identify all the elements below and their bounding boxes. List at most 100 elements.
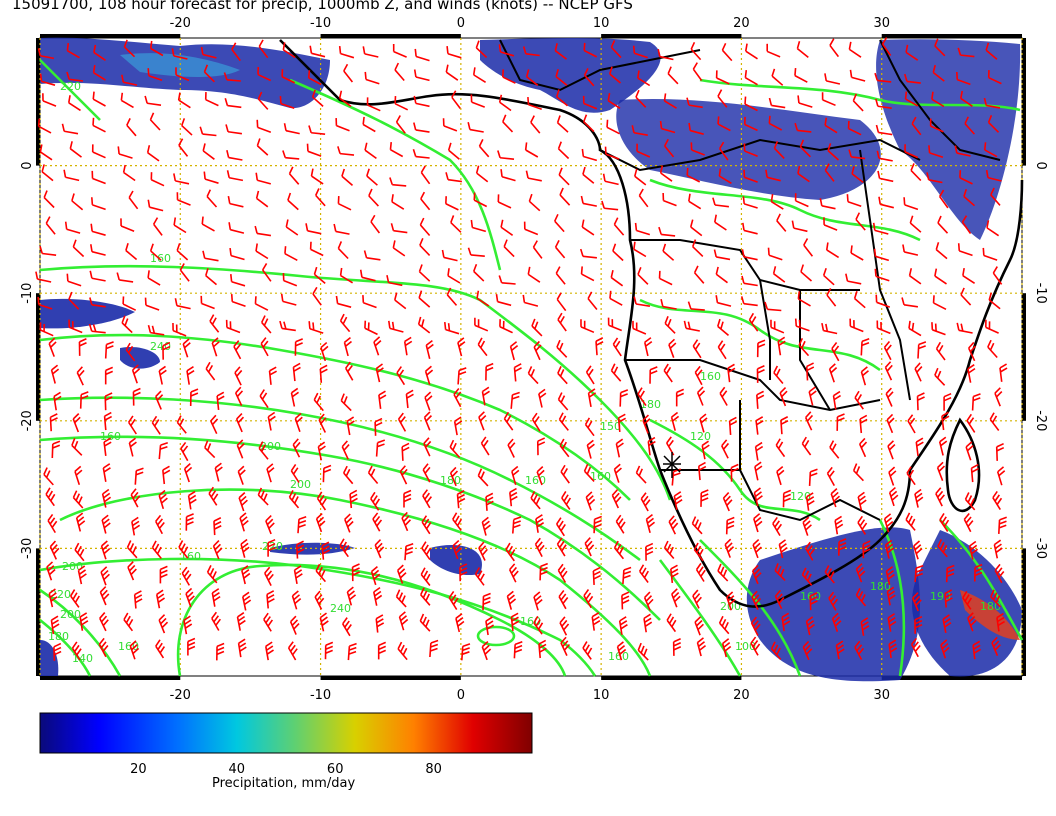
wind-barb bbox=[846, 194, 862, 208]
wind-barb bbox=[264, 566, 274, 586]
country-border bbox=[739, 469, 881, 522]
wind-barb bbox=[612, 337, 622, 357]
wind-barb bbox=[99, 612, 109, 632]
wind-barb bbox=[664, 316, 676, 334]
wind-barb bbox=[908, 320, 922, 337]
wind-barb bbox=[585, 365, 595, 385]
wind-barb bbox=[470, 219, 487, 233]
wind-barb bbox=[557, 312, 567, 332]
wind-barb bbox=[554, 43, 567, 60]
precip-core bbox=[960, 590, 1020, 640]
wind-barb bbox=[441, 249, 458, 262]
wind-barb bbox=[717, 116, 731, 132]
precip-area bbox=[616, 99, 881, 200]
wind-barb bbox=[122, 296, 137, 311]
wind-barb bbox=[907, 414, 916, 434]
precip-area bbox=[40, 640, 59, 676]
wind-barb bbox=[801, 567, 813, 586]
wind-barb bbox=[225, 124, 243, 135]
wind-barb bbox=[791, 220, 808, 233]
wind-barb bbox=[554, 213, 565, 233]
wind-barb bbox=[176, 243, 189, 261]
country-border bbox=[599, 138, 921, 172]
wind-barb bbox=[449, 439, 461, 459]
wind-barb bbox=[582, 114, 595, 133]
wind-barb bbox=[824, 565, 835, 584]
wind-barb bbox=[777, 336, 786, 356]
wind-barb bbox=[848, 149, 866, 160]
wind-barb bbox=[957, 47, 975, 58]
wind-barb bbox=[498, 44, 515, 57]
wind-barb bbox=[63, 169, 80, 182]
wind-barb bbox=[765, 169, 781, 182]
colorbar-tick-label: 40 bbox=[229, 762, 246, 777]
wind-barb bbox=[831, 342, 840, 362]
wind-barb bbox=[131, 516, 141, 536]
contour-label: 220 bbox=[262, 540, 283, 553]
wind-barb bbox=[200, 295, 215, 310]
wind-barb bbox=[700, 489, 709, 507]
wind-barb bbox=[283, 123, 300, 135]
wind-barb bbox=[860, 338, 870, 356]
border-bar bbox=[601, 676, 742, 680]
wind-barb bbox=[457, 337, 466, 357]
wind-barb bbox=[226, 170, 244, 182]
wind-barb bbox=[45, 487, 56, 507]
wind-barb bbox=[527, 266, 541, 283]
wind-barb bbox=[632, 45, 648, 59]
wind-barb bbox=[527, 366, 539, 385]
wind-barb bbox=[887, 613, 897, 632]
wind-barb bbox=[524, 142, 539, 158]
wind-barb bbox=[805, 541, 815, 561]
wind-barb bbox=[288, 490, 300, 509]
wind-barb bbox=[155, 639, 166, 659]
wind-barb bbox=[887, 440, 896, 460]
wind-barb bbox=[725, 516, 735, 535]
wind-barb bbox=[254, 296, 269, 311]
wind-barb bbox=[257, 487, 269, 506]
wind-barb bbox=[179, 263, 190, 282]
wind-barb bbox=[888, 639, 898, 659]
wind-barb bbox=[308, 321, 324, 334]
wind-barb bbox=[559, 616, 570, 636]
wind-barb bbox=[46, 561, 56, 581]
wind-barb bbox=[461, 643, 471, 661]
wind-barb bbox=[780, 416, 789, 435]
wind-barb bbox=[662, 192, 677, 207]
wind-barb bbox=[616, 641, 627, 661]
wind-barb bbox=[337, 241, 349, 260]
wind-barb bbox=[800, 264, 813, 282]
wind-barb bbox=[339, 267, 354, 284]
wind-barb bbox=[401, 511, 412, 532]
wind-barb bbox=[967, 612, 977, 632]
wind-barb bbox=[341, 168, 354, 187]
country-border bbox=[630, 239, 860, 291]
country-border bbox=[859, 149, 911, 401]
wind-barb bbox=[847, 120, 862, 136]
wind-barb bbox=[659, 165, 673, 182]
wind-barb bbox=[144, 297, 160, 311]
lon-tick-label-top: 20 bbox=[733, 16, 750, 31]
wind-barb bbox=[364, 71, 380, 85]
wind-barb bbox=[423, 411, 432, 431]
wind-barb bbox=[908, 268, 922, 285]
wind-barb bbox=[690, 142, 705, 156]
wind-barb bbox=[558, 412, 569, 431]
wind-barb bbox=[178, 138, 189, 157]
wind-barb bbox=[633, 241, 647, 258]
wind-barb bbox=[359, 269, 376, 282]
wind-barb bbox=[857, 515, 868, 535]
wind-barb bbox=[235, 412, 245, 433]
wind-barb bbox=[555, 266, 566, 285]
wind-barb bbox=[389, 142, 404, 158]
wind-barb bbox=[663, 540, 675, 560]
wind-barb bbox=[204, 440, 216, 459]
wind-barb bbox=[740, 296, 758, 307]
wind-barb bbox=[538, 639, 547, 659]
wind-barb bbox=[581, 148, 598, 162]
wind-barb bbox=[988, 292, 1001, 310]
wind-barb bbox=[525, 170, 542, 182]
wind-barb bbox=[206, 565, 218, 584]
wind-barb bbox=[945, 564, 955, 583]
wind-barb bbox=[147, 325, 165, 336]
